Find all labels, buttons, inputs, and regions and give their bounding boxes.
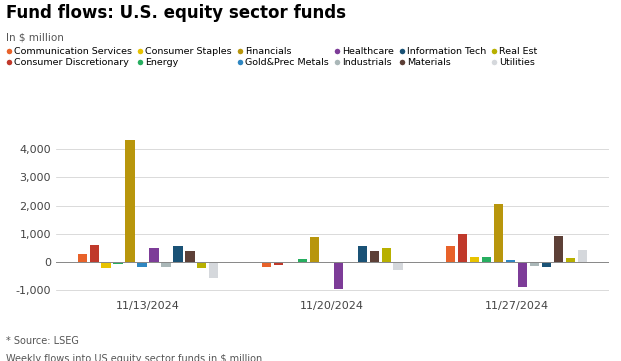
Bar — [506, 260, 515, 262]
Bar — [209, 262, 219, 278]
Bar — [578, 250, 587, 262]
Bar — [394, 262, 402, 270]
Bar — [470, 257, 479, 262]
Text: * Source: LSEG: * Source: LSEG — [6, 336, 79, 346]
Bar — [137, 262, 147, 267]
Bar — [101, 262, 111, 268]
Bar — [161, 262, 171, 267]
Bar — [150, 248, 158, 262]
Bar — [78, 254, 87, 262]
Bar — [494, 204, 503, 262]
Bar — [89, 244, 99, 262]
Bar — [297, 259, 307, 262]
Text: Weekly flows into US equity sector funds in $ million: Weekly flows into US equity sector funds… — [6, 354, 263, 361]
Bar — [542, 262, 551, 267]
Text: In $ million: In $ million — [6, 32, 64, 43]
Text: Fund flows: U.S. equity sector funds: Fund flows: U.S. equity sector funds — [6, 4, 347, 22]
Bar — [358, 246, 367, 262]
Bar — [518, 262, 527, 287]
Bar — [530, 262, 539, 266]
Bar — [482, 257, 491, 262]
Bar — [381, 248, 391, 262]
Bar — [197, 262, 207, 268]
Bar — [274, 262, 283, 265]
Bar — [369, 251, 379, 262]
Bar — [262, 262, 271, 267]
Bar — [173, 246, 183, 262]
Bar — [458, 234, 467, 262]
Legend: Communication Services, Consumer Discretionary, Consumer Staples, Energy, Financ: Communication Services, Consumer Discret… — [6, 47, 538, 67]
Bar — [114, 262, 123, 264]
Bar — [185, 251, 194, 262]
Bar — [554, 235, 563, 262]
Bar — [333, 262, 343, 289]
Bar — [125, 140, 135, 262]
Bar — [566, 257, 575, 262]
Bar — [310, 238, 319, 262]
Bar — [446, 246, 455, 262]
